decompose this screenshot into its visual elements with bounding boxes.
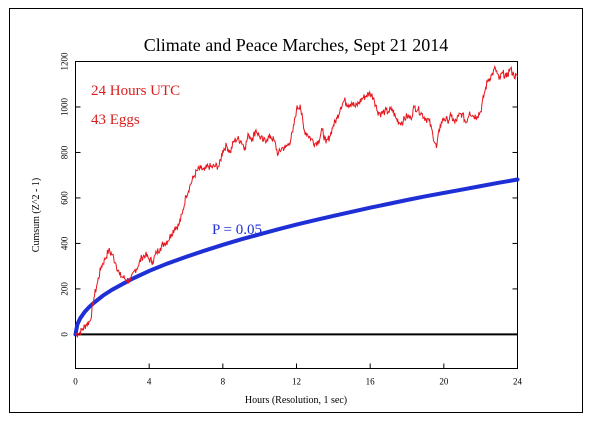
y-tick-label: 600	[60, 191, 70, 205]
x-tick-label: 4	[147, 377, 152, 387]
x-axis: 0 4 8 12 16 20 24	[73, 363, 523, 387]
y-axis-label: Cumsum (Z^2 - 1)	[31, 178, 42, 252]
page-frame	[9, 8, 583, 413]
y-tick-label: 1000	[60, 97, 70, 116]
y-axis: 0 200 400 600 800 1000 1200	[60, 52, 518, 337]
x-axis-label: Hours (Resolution, 1 sec)	[245, 395, 347, 406]
x-tick-label: 8	[221, 377, 226, 387]
x-tick-label: 24	[513, 377, 523, 387]
series-cumsum-line	[75, 64, 518, 339]
x-tick-label: 20	[439, 377, 449, 387]
chart-title: Climate and Peace Marches, Sept 21 2014	[144, 35, 448, 55]
annotation-probability: P = 0.05	[212, 222, 262, 238]
annotation-eggs: 43 Eggs	[91, 112, 140, 128]
y-tick-label: 400	[60, 236, 70, 250]
y-tick-label: 200	[60, 282, 70, 296]
y-tick-label: 0	[60, 332, 70, 337]
y-tick-label: 1200	[60, 52, 70, 71]
x-tick-label: 12	[292, 377, 301, 387]
y-tick-label: 800	[60, 145, 70, 159]
x-tick-label: 0	[73, 377, 78, 387]
x-tick-label: 16	[366, 377, 376, 387]
annotation-hours: 24 Hours UTC	[91, 83, 180, 99]
